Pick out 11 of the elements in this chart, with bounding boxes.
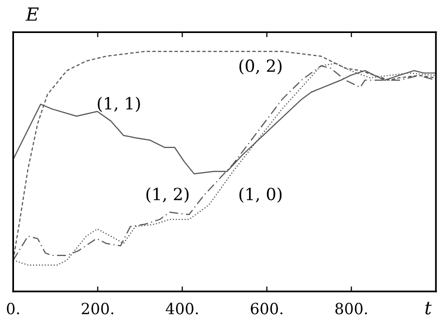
series-label: (1, 1) [98,96,140,112]
series-label: (1, 2) [146,187,189,203]
x-axis-title: t [425,302,432,314]
y-axis-title: E [26,8,39,21]
x-tick-label: 0. [6,302,20,314]
series-label: (1, 0) [239,187,282,203]
x-tick-label: 200. [82,302,114,314]
series-label: (0, 2) [239,59,282,74]
x-tick-label: 600. [250,302,282,314]
x-tick-label: 400. [166,302,198,314]
x-tick-label: 800. [335,302,367,314]
